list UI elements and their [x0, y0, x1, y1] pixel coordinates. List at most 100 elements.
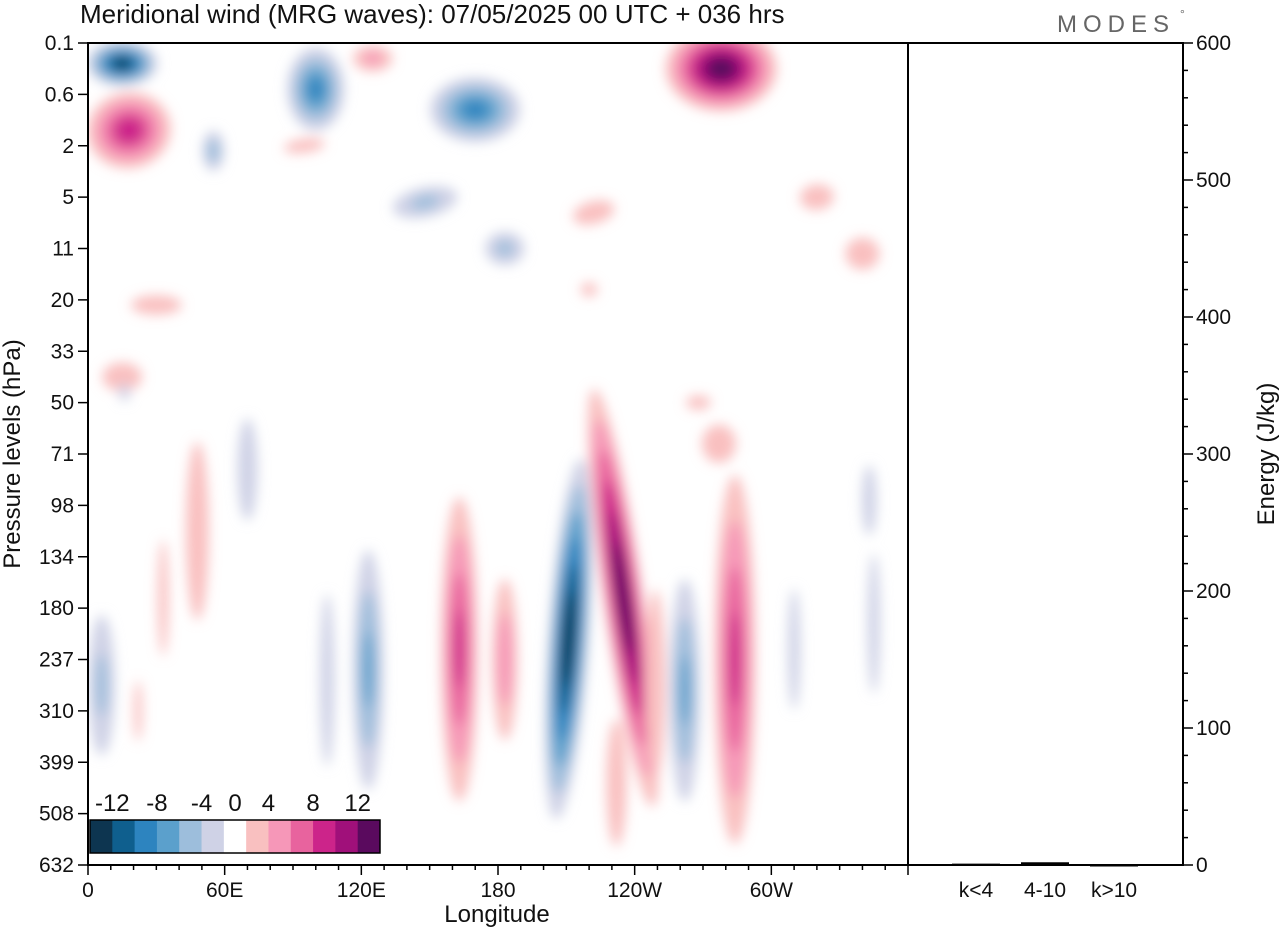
colorbar-swatch-3 [156, 820, 180, 853]
wind-anomaly-1 [287, 47, 345, 131]
contour-band-3 [454, 610, 465, 689]
energy-tick-label: 500 [1196, 169, 1231, 192]
x-axis: 0 60E 120E 180 120W 60W k<4 4-10 k>10 [82, 865, 1137, 902]
x-tick-label: 120W [607, 879, 662, 902]
wind-anomaly-17 [701, 424, 736, 463]
wind-anomaly-18 [186, 441, 209, 621]
colorbar-swatch-6 [223, 820, 247, 853]
colorbar: -12 -8 -4 0 4 8 12 [89, 790, 381, 854]
wind-anomaly-10 [573, 200, 615, 225]
contour-band-1 [496, 241, 514, 256]
energy-bar-4-10 [1021, 862, 1069, 865]
wind-anomaly-19 [158, 539, 169, 657]
contour-band-3 [114, 117, 144, 144]
wind-anomaly-33 [867, 553, 881, 694]
contour-band-0 [701, 424, 736, 463]
contour-band-0 [186, 441, 209, 621]
x-tick-label: 180 [480, 879, 515, 902]
contour-band-3 [463, 101, 487, 119]
wind-anomaly-4 [392, 186, 458, 219]
energy-axis-label: Energy (J/kg) [1253, 383, 1280, 526]
colorbar-swatch-2 [134, 820, 158, 853]
wind-anomaly-5 [485, 231, 525, 266]
y-tick-label: 632 [39, 854, 74, 877]
colorbar-swatch-10 [313, 820, 336, 853]
wind-anomaly-9 [283, 138, 325, 154]
y-tick-label: 71 [51, 443, 74, 466]
contour-band-3 [308, 78, 324, 100]
wind-anomaly-31 [714, 475, 756, 844]
y-tick-label: 2 [62, 135, 74, 158]
y-tick-label: 20 [51, 289, 74, 312]
contour-band-2 [679, 655, 690, 726]
x-tick-label: 60W [750, 879, 793, 902]
wind-anomaly-34 [88, 614, 115, 756]
colorbar-swatch-8 [268, 820, 292, 853]
colorbar-swatch-0 [90, 820, 113, 853]
y-tick-label: 33 [51, 340, 74, 363]
logo: MODES ° [1057, 7, 1185, 38]
y-axis-pressure: 0.1 0.6 2 5 11 20 33 50 71 98 134 180 237 310 399 508 63… [39, 32, 88, 877]
wind-anomaly-30 [606, 719, 627, 847]
wind-anomaly-25 [492, 578, 518, 741]
contour-band-0 [319, 593, 335, 767]
wind-anomaly-14 [130, 295, 182, 315]
colorbar-swatch-5 [201, 820, 225, 853]
colorbar-swatch-9 [290, 820, 314, 853]
y-tick-label: 0.6 [45, 83, 74, 106]
wind-anomaly-16 [686, 395, 711, 410]
contour-band-0 [158, 539, 169, 657]
colorbar-label: 4 [262, 790, 275, 817]
energy-category-label: k>10 [1091, 879, 1137, 902]
contour-band-0 [573, 200, 615, 225]
y-tick-label: 180 [39, 597, 74, 620]
y-axis-label: Pressure levels (hPa) [0, 339, 26, 568]
contour-band-1 [207, 139, 220, 163]
contour-band-0 [283, 138, 325, 154]
colorbar-swatch-7 [246, 820, 269, 853]
energy-category-label: 4-10 [1024, 879, 1066, 902]
colorbar-label: -12 [95, 790, 130, 817]
colorbar-swatch-11 [335, 820, 359, 853]
wind-anomaly-27 [587, 389, 659, 807]
plot-frame [87, 42, 1184, 866]
heatmap-plot [88, 43, 908, 865]
chart-title: Meridional wind (MRG waves): 07/05/2025 … [80, 0, 785, 29]
contour-band-0 [862, 465, 877, 536]
contour-band-1 [95, 653, 108, 717]
wind-field [88, 43, 881, 847]
colorbar-label: 8 [306, 790, 319, 817]
contour-band-1 [497, 612, 513, 707]
y-tick-label: 98 [51, 494, 74, 517]
y-tick-label: 310 [39, 700, 74, 723]
contour-band-0 [606, 719, 627, 847]
wind-anomaly-3 [202, 130, 225, 172]
colorbar-label: -4 [191, 790, 212, 817]
contour-layer [88, 43, 881, 847]
energy-panel-background [908, 43, 1183, 865]
wind-anomaly-7 [353, 45, 393, 72]
y-axis-energy: 0 100 200 300 400 500 600 [1183, 32, 1231, 877]
x-tick-label: 60E [206, 879, 243, 902]
energy-tick-label: 200 [1196, 580, 1231, 603]
logo-mark: ° [1180, 7, 1185, 21]
contour-band-0 [645, 589, 666, 781]
wind-anomaly-22 [319, 593, 335, 767]
plot-background [88, 43, 908, 865]
contour-band-0 [119, 383, 130, 402]
contour-band-1 [410, 195, 440, 210]
wind-anomaly-21 [237, 418, 258, 521]
y-tick-label: 508 [39, 803, 74, 826]
contour-band-1 [363, 52, 382, 65]
y-tick-label: 50 [51, 392, 74, 415]
wind-anomaly-15 [102, 362, 142, 392]
contour-band-0 [580, 282, 598, 297]
contour-band-5 [706, 57, 737, 81]
wind-anomaly-8 [665, 43, 777, 112]
wind-anomaly-6 [88, 92, 171, 169]
wind-anomaly-24 [440, 497, 478, 802]
contour-band-0 [799, 184, 834, 210]
contour-band-0 [102, 362, 142, 392]
wind-anomaly-0 [88, 43, 158, 86]
y-tick-label: 237 [39, 649, 74, 672]
